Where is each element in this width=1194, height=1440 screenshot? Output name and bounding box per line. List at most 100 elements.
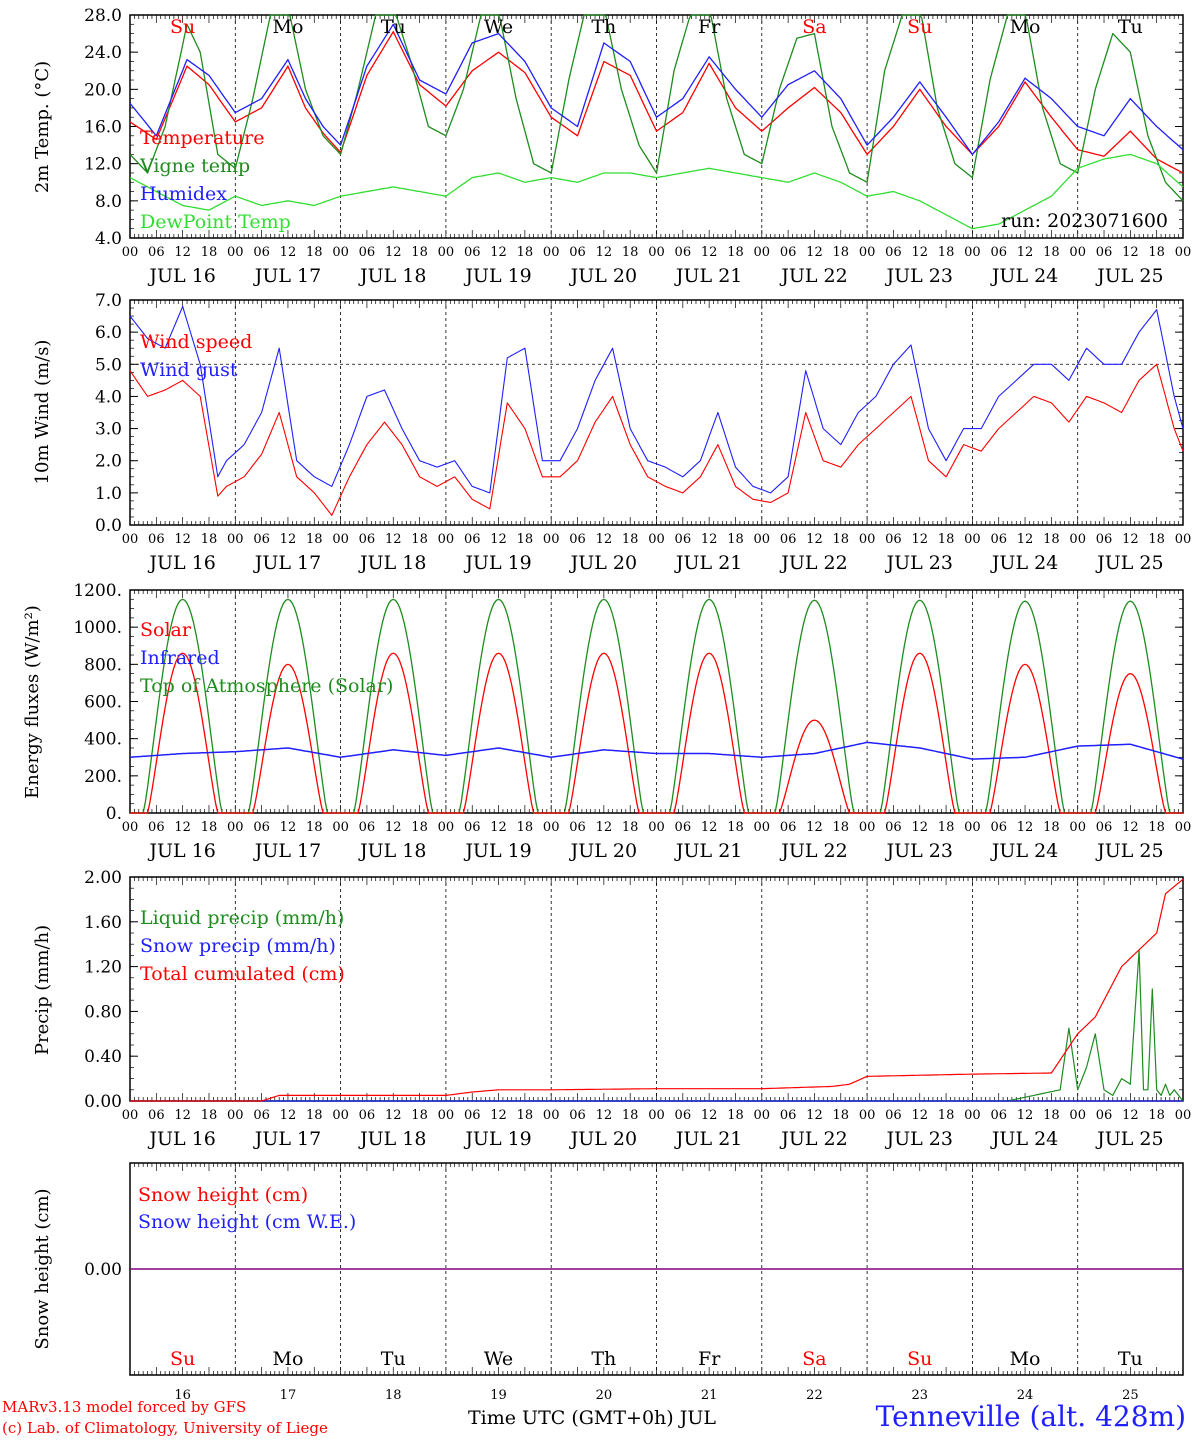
hour-tick-label: 00 [859, 245, 876, 260]
hour-tick-label: 06 [990, 532, 1007, 547]
hour-tick-label: 06 [780, 245, 797, 260]
series-wind-speed [129, 363, 1184, 516]
day-label: JUL 24 [990, 840, 1058, 862]
hour-tick-label: 12 [174, 820, 191, 835]
day-label: JUL 20 [569, 265, 637, 287]
hour-tick-label: 06 [359, 1108, 376, 1123]
panel-snow: 0.00 Snow height (cm) Snow height (cm) Snow… [32, 1162, 1184, 1429]
day-label: JUL 21 [674, 265, 742, 287]
hour-tick-label: 12 [701, 1108, 718, 1123]
hour-tick-label: 00 [1175, 820, 1192, 835]
day-label: JUL 17 [253, 840, 321, 862]
hour-tick-label: 18 [411, 1108, 428, 1123]
hour-tick-label: 12 [280, 532, 297, 547]
weekday-label: Fr [698, 1348, 721, 1370]
hour-tick-label: 18 [1043, 1108, 1060, 1123]
hour-tick-label: 00 [859, 532, 876, 547]
legend-snow-precip-mm-h: Snow precip (mm/h) [140, 935, 336, 957]
legend-humidex: Humidex [140, 183, 227, 205]
day-label: JUL 18 [358, 265, 426, 287]
hour-tick-label: 00 [1069, 820, 1086, 835]
hour-tick-label: 00 [227, 1108, 244, 1123]
hour-tick-label: 06 [1096, 820, 1113, 835]
hour-tick-label: 12 [806, 532, 823, 547]
hour-tick-label: 00 [648, 532, 665, 547]
hour-tick-label: 12 [280, 1108, 297, 1123]
station-name: Tenneville (alt. 428m) [875, 1400, 1186, 1433]
hour-tick-label: 18 [1148, 532, 1165, 547]
hour-tick-label: 00 [438, 532, 455, 547]
hour-tick-label: 12 [1017, 1108, 1034, 1123]
hour-tick-label: 00 [754, 1108, 771, 1123]
hour-tick-label: 12 [174, 1108, 191, 1123]
hour-tick-label: 18 [727, 245, 744, 260]
day-label: JUL 25 [1095, 265, 1163, 287]
hour-tick-label: 00 [754, 245, 771, 260]
day-label: JUL 16 [147, 552, 215, 574]
day-label: JUL 18 [358, 1128, 426, 1150]
series-infrared [129, 741, 1184, 760]
hour-tick-label: 12 [385, 1108, 402, 1123]
y-tick-label: 600. [84, 693, 122, 713]
panel-temperature: 00 06 12 18 00 06 12 18 00 06 12 18 00 06 12 18 00 06 12 18… [32, 6, 1191, 287]
legend-liquid-precip-mm-h: Liquid precip (mm/h) [140, 907, 344, 929]
y-axis-label: Energy fluxes (W/m²) [22, 605, 43, 799]
hour-tick-label: 00 [648, 1108, 665, 1123]
series-solar [130, 652, 1183, 814]
hour-tick-label: 00 [1069, 245, 1086, 260]
day-label: JUL 19 [463, 552, 531, 574]
day-label: JUL 21 [674, 1128, 742, 1150]
hour-tick-label: 18 [833, 1108, 850, 1123]
hour-tick-label: 00 [1069, 1108, 1086, 1123]
day-label: JUL 19 [463, 1128, 531, 1150]
hour-tick-label: 06 [464, 532, 481, 547]
hour-tick-label: 06 [253, 532, 270, 547]
y-axis-label: Snow height (cm) [32, 1188, 53, 1349]
hour-tick-label: 12 [1122, 820, 1139, 835]
day-label: JUL 21 [674, 840, 742, 862]
hour-tick-label: 18 [201, 820, 218, 835]
weekday-label: Fr [698, 16, 721, 38]
day-label: JUL 18 [358, 840, 426, 862]
y-tick-label: 2.00 [84, 868, 122, 888]
hour-tick-label: 00 [543, 820, 560, 835]
series-dewpoint-temp [129, 153, 1184, 230]
hour-tick-label: 00 [122, 820, 139, 835]
weekday-label: Tu [1118, 1348, 1143, 1370]
hour-tick-label: 06 [780, 1108, 797, 1123]
hour-tick-label: 06 [780, 532, 797, 547]
y-tick-label: 24.0 [84, 43, 122, 63]
hour-tick-label: 18 [411, 820, 428, 835]
hour-tick-label: 12 [596, 1108, 613, 1123]
hour-tick-label: 18 [306, 532, 323, 547]
hour-tick-label: 06 [253, 245, 270, 260]
day-number-label: 18 [385, 1388, 402, 1403]
hour-tick-label: 06 [885, 820, 902, 835]
panel-frame [129, 14, 1184, 239]
y-tick-label: 4.0 [95, 387, 122, 407]
weekday-label: Mo [1010, 1348, 1041, 1370]
hour-tick-label: 00 [1175, 245, 1192, 260]
hour-tick-label: 18 [622, 245, 639, 260]
hour-tick-label: 18 [517, 820, 534, 835]
series-temperature [129, 31, 1184, 174]
day-label: JUL 25 [1095, 1128, 1163, 1150]
hour-tick-label: 06 [253, 1108, 270, 1123]
hour-tick-label: 12 [596, 820, 613, 835]
hour-tick-label: 00 [438, 245, 455, 260]
weekday-label: Sa [802, 1348, 826, 1370]
hour-tick-label: 18 [727, 532, 744, 547]
hour-tick-label: 12 [806, 245, 823, 260]
hour-tick-label: 06 [1096, 532, 1113, 547]
weekday-label: Th [591, 1348, 616, 1370]
y-tick-label: 0.00 [84, 1260, 122, 1280]
hour-tick-label: 18 [411, 245, 428, 260]
hour-tick-label: 12 [490, 1108, 507, 1123]
hour-tick-label: 18 [201, 245, 218, 260]
hour-tick-label: 18 [517, 532, 534, 547]
hour-tick-label: 00 [964, 1108, 981, 1123]
day-label: JUL 22 [779, 552, 847, 574]
hour-tick-label: 18 [727, 820, 744, 835]
y-tick-label: 400. [84, 730, 122, 750]
